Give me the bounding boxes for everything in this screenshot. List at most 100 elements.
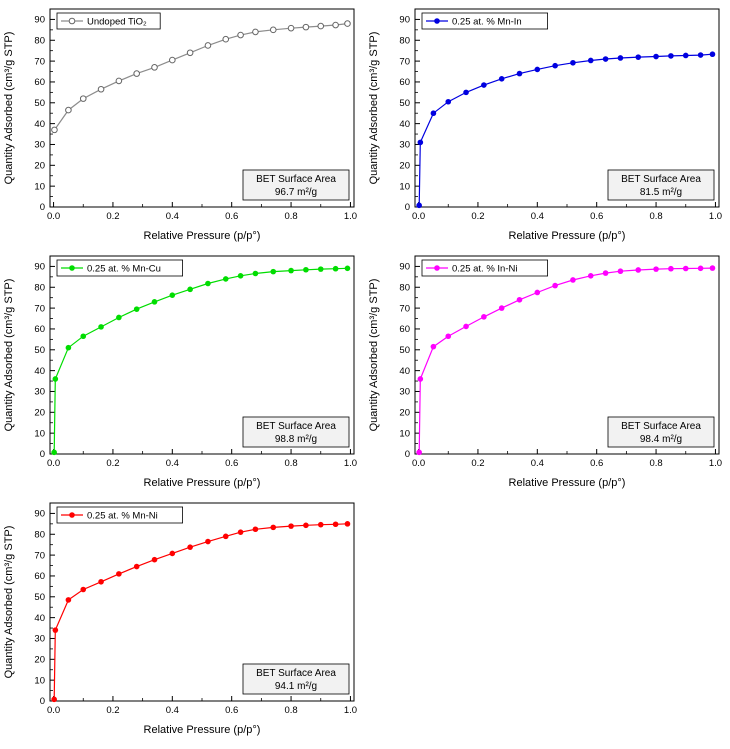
series-marker [430,343,437,350]
series-marker [344,20,351,27]
series-marker [552,62,558,69]
x-tick-label: 0.2 [106,458,119,469]
x-tick-label: 0.8 [284,211,297,222]
x-tick-label: 0.6 [590,458,603,469]
bet-box [607,169,715,201]
x-tick-label: 0.4 [166,458,179,469]
series-marker [602,270,609,276]
chart-panel-mn-cu: 0 10 20 30 40 50 60 70 80 90 0.0 0.2 0.4 0.6 0.8 1.0 Rel… [0,247,365,494]
x-tick-label: 0.0 [412,211,425,222]
chart-panel-undoped-tio2: 0 10 20 30 40 50 60 70 80 90 0.0 0.2 0.4 0.6 0.8 1.0 Rel… [0,0,365,247]
x-tick-label: 0.2 [106,705,119,716]
series-marker [417,376,424,382]
x-tick-label: 0.8 [649,211,662,222]
chart-svg: 0 10 20 30 40 50 60 70 80 90 0.0 0.2 0.4 0.6 0.8 1.0 Rel… [368,255,722,489]
series-marker [498,76,505,82]
series-marker [116,314,122,321]
y-tick-label: 70 [34,303,45,314]
series-marker [151,556,158,563]
y-tick-label: 30 [34,387,45,398]
series-marker [52,627,59,633]
series-marker [169,292,176,298]
series-marker [287,24,295,32]
legend-marker [69,512,75,518]
series-marker [332,21,339,29]
y-tick-label: 0 [40,202,45,213]
x-tick-label: 0.0 [47,705,60,716]
series-marker [587,273,594,279]
bet-title: BET Surface Area [621,174,701,185]
y-tick-label: 90 [34,262,45,273]
series-marker [133,563,140,570]
y-tick-label: 10 [34,428,45,439]
bet-box [242,416,350,448]
series-marker [317,22,325,30]
y-tick-label: 0 [405,202,410,213]
bet-box [607,416,715,448]
y-tick-label: 10 [399,428,410,439]
y-tick-label: 70 [399,56,410,67]
y-tick-label: 60 [34,571,45,582]
y-axis-label: Quantity Adsorbed (cm³/g STP) [3,32,15,185]
x-tick-label: 1.0 [709,211,722,222]
series-marker [635,267,642,273]
x-tick-label: 0.4 [166,211,179,222]
series-marker [552,282,558,289]
y-tick-label: 80 [34,282,45,293]
x-tick-label: 0.2 [106,211,119,222]
y-tick-label: 40 [34,613,45,624]
y-tick-label: 70 [34,550,45,561]
y-tick-label: 90 [399,15,410,26]
y-tick-label: 50 [34,98,45,109]
y-tick-label: 60 [399,324,410,335]
y-axis-label: Quantity Adsorbed (cm³/g STP) [368,279,380,432]
y-tick-label: 20 [399,161,410,172]
y-tick-label: 50 [399,98,410,109]
series-marker [133,70,140,77]
series-marker [151,64,158,71]
legend-box [56,506,183,524]
y-tick-label: 0 [40,449,45,460]
series-marker [115,77,123,85]
series-marker [169,550,176,557]
series-marker [617,268,624,275]
series-marker [133,306,140,312]
legend-label: 0.25 at. % Mn-Ni [87,511,158,522]
y-tick-label: 60 [399,77,410,88]
series-marker [186,49,194,57]
legend-label: 0.25 at. % Mn-In [452,17,522,28]
series-marker [65,106,72,114]
chart-svg: 0 10 20 30 40 50 60 70 80 90 0.0 0.2 0.4 0.6 0.8 1.0 Rel… [3,502,357,736]
y-axis-label: Quantity Adsorbed (cm³/g STP) [3,279,15,432]
series-marker [682,265,689,272]
series-marker [187,286,193,293]
y-tick-label: 80 [34,529,45,540]
y-tick-label: 30 [399,387,410,398]
series-marker [187,544,193,550]
series-marker [481,314,487,320]
series-marker [205,538,211,545]
x-tick-label: 0.2 [471,211,484,222]
series-marker [151,299,158,305]
series-marker [332,265,339,272]
y-tick-label: 0 [405,449,410,460]
series-marker [51,126,58,134]
series-marker [205,280,211,287]
x-tick-label: 0.4 [166,705,179,716]
x-axis-label: Relative Pressure (p/p°) [509,230,626,242]
series-marker [481,82,487,88]
series-marker [534,289,541,296]
y-tick-label: 70 [34,56,45,67]
x-tick-label: 1.0 [709,458,722,469]
series-marker [498,305,505,311]
series-marker [344,265,351,272]
bet-title: BET Surface Area [256,174,336,185]
series-marker [668,265,674,272]
y-tick-label: 90 [34,15,45,26]
series-marker [653,53,659,60]
chart-panel-mn-in: 0 10 20 30 40 50 60 70 80 90 0.0 0.2 0.4 0.6 0.8 1.0 Rel… [365,0,730,247]
series-line [54,23,348,131]
series-marker [430,110,437,117]
y-tick-label: 20 [34,161,45,172]
x-tick-label: 0.0 [412,458,425,469]
